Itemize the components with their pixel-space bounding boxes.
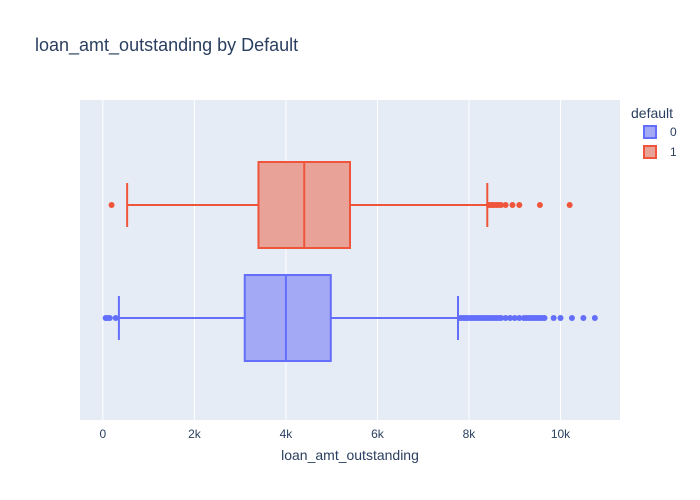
outlier-point (112, 315, 119, 321)
outlier-point (591, 315, 598, 321)
x-tick-label: 10k (551, 427, 571, 441)
x-axis-title: loan_amt_outstanding (281, 447, 419, 463)
legend-swatch-0 (643, 125, 657, 139)
legend: default 0 1 (631, 105, 677, 159)
legend-label-0: 0 (670, 125, 677, 139)
outlier-point (516, 315, 523, 321)
x-tick-label: 2k (188, 427, 202, 441)
box-series-0 (102, 274, 598, 362)
outlier-point (516, 202, 523, 208)
chart-title: loan_amt_outstanding by Default (35, 35, 298, 56)
iqr-box (243, 274, 332, 362)
outlier-point (541, 315, 548, 321)
outlier-point (566, 202, 573, 208)
outlier-point (568, 315, 575, 321)
boxes (102, 161, 598, 362)
x-tick-label: 6k (371, 427, 385, 441)
x-tick-label: 0 (100, 427, 107, 441)
x-tick-label: 8k (463, 427, 477, 441)
x-tick-labels: 0 2k 4k 6k 8k 10k (100, 427, 572, 441)
outlier-point (550, 315, 557, 321)
plot-area (80, 100, 620, 420)
outlier-point (502, 202, 509, 208)
outlier-point (580, 315, 587, 321)
outlier-point (507, 315, 514, 321)
outlier-point (536, 202, 543, 208)
legend-swatch-1 (643, 145, 657, 159)
outlier-point (509, 202, 516, 208)
outlier-point (498, 315, 505, 321)
outlier-point (498, 202, 505, 208)
box-series-1 (108, 161, 573, 249)
outlier-point (502, 315, 509, 321)
outlier-point (106, 315, 113, 321)
legend-title: default (631, 105, 673, 121)
x-tick-label: 4k (280, 427, 294, 441)
outlier-point (108, 202, 115, 208)
x-gridlines (102, 100, 562, 420)
outlier-point (557, 315, 564, 321)
legend-label-1: 1 (670, 145, 677, 159)
outlier-point (511, 315, 518, 321)
